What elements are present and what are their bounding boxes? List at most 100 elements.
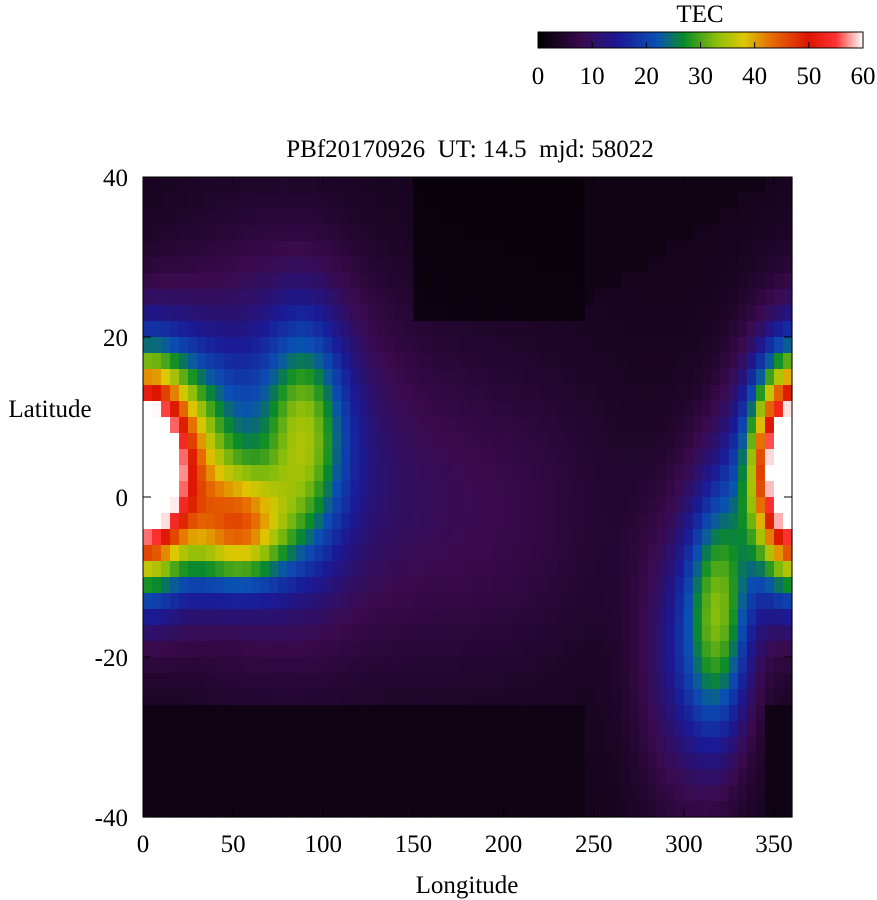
- heatmap-cell: [143, 497, 153, 514]
- heatmap-cell: [359, 769, 369, 786]
- heatmap-cell: [593, 273, 604, 290]
- heatmap-cell: [620, 545, 631, 562]
- heatmap-cell: [584, 721, 595, 738]
- heatmap-cell: [701, 529, 712, 546]
- heatmap-cell: [629, 481, 640, 498]
- heatmap-cell: [638, 417, 649, 434]
- heatmap-cell: [764, 433, 775, 450]
- heatmap-cell: [305, 657, 315, 674]
- heatmap-cell: [458, 449, 469, 466]
- heatmap-cell: [368, 241, 378, 258]
- heatmap-cell: [269, 641, 279, 658]
- heatmap-cell: [179, 193, 189, 210]
- heatmap-cell: [467, 657, 478, 674]
- heatmap-cell: [566, 177, 577, 194]
- heatmap-cell: [161, 545, 171, 562]
- heatmap-cell: [233, 497, 243, 514]
- heatmap-cell: [197, 353, 207, 370]
- heatmap-cell: [782, 657, 793, 674]
- heatmap-cell: [188, 609, 198, 626]
- heatmap-cell: [152, 401, 162, 418]
- heatmap-cell: [620, 593, 631, 610]
- heatmap-cell: [314, 449, 324, 466]
- heatmap-cell: [215, 593, 225, 610]
- heatmap-cell: [368, 545, 378, 562]
- heatmap-cell: [413, 273, 424, 290]
- heatmap-cell: [512, 321, 523, 338]
- heatmap-cell: [305, 785, 315, 802]
- heatmap-cell: [521, 785, 532, 802]
- heatmap-cell: [341, 401, 351, 418]
- heatmap-cell: [431, 417, 442, 434]
- heatmap-cell: [629, 769, 640, 786]
- heatmap-cell: [179, 417, 189, 434]
- heatmap-cell: [620, 657, 631, 674]
- heatmap-cell: [710, 321, 721, 338]
- heatmap-cell: [674, 305, 685, 322]
- heatmap-cell: [773, 769, 784, 786]
- heatmap-cell: [314, 705, 324, 722]
- heatmap-cell: [710, 225, 721, 242]
- heatmap-cells: [143, 177, 793, 818]
- heatmap-cell: [287, 609, 297, 626]
- heatmap-cell: [287, 209, 297, 226]
- heatmap-cell: [467, 257, 478, 274]
- heatmap-cell: [278, 657, 288, 674]
- heatmap-cell: [692, 801, 703, 818]
- heatmap-cell: [638, 241, 649, 258]
- heatmap-cell: [584, 209, 595, 226]
- heatmap-cell: [206, 449, 216, 466]
- heatmap-cell: [638, 721, 649, 738]
- heatmap-cell: [719, 737, 730, 754]
- heatmap-cell: [359, 641, 369, 658]
- heatmap-cell: [233, 481, 243, 498]
- heatmap-cell: [323, 305, 333, 322]
- heatmap-cell: [404, 673, 415, 690]
- heatmap-cell: [440, 337, 451, 354]
- heatmap-cell: [494, 721, 505, 738]
- heatmap-cell: [683, 705, 694, 722]
- heatmap-cell: [530, 257, 541, 274]
- heatmap-cell: [584, 673, 595, 690]
- heatmap-cell: [692, 497, 703, 514]
- heatmap-cell: [179, 225, 189, 242]
- heatmap-cell: [440, 625, 451, 642]
- heatmap-cell: [539, 385, 550, 402]
- heatmap-cell: [485, 673, 496, 690]
- heatmap-cell: [710, 241, 721, 258]
- heatmap-cell: [260, 545, 270, 562]
- heatmap-cell: [602, 529, 613, 546]
- heatmap-cell: [557, 753, 568, 770]
- heatmap-cell: [476, 785, 487, 802]
- heatmap-cell: [251, 193, 261, 210]
- heatmap-cell: [593, 577, 604, 594]
- heatmap-cell: [242, 385, 252, 402]
- heatmap-cell: [503, 465, 514, 482]
- heatmap-cell: [647, 689, 658, 706]
- heatmap-cell: [485, 337, 496, 354]
- heatmap-cell: [233, 385, 243, 402]
- heatmap-cell: [152, 721, 162, 738]
- heatmap-cell: [359, 705, 369, 722]
- heatmap-cell: [584, 705, 595, 722]
- heatmap-cell: [368, 305, 378, 322]
- heatmap-cell: [728, 673, 739, 690]
- heatmap-cell: [242, 737, 252, 754]
- heatmap-cell: [557, 273, 568, 290]
- heatmap-cell: [710, 481, 721, 498]
- heatmap-cell: [737, 433, 748, 450]
- heatmap-cell: [638, 225, 649, 242]
- heatmap-cell: [710, 369, 721, 386]
- heatmap-cell: [476, 193, 487, 210]
- heatmap-cell: [575, 321, 586, 338]
- heatmap-cell: [719, 257, 730, 274]
- heatmap-cell: [710, 417, 721, 434]
- heatmap-cell: [314, 433, 324, 450]
- heatmap-cell: [512, 513, 523, 530]
- heatmap-cell: [710, 433, 721, 450]
- heatmap-cell: [764, 273, 775, 290]
- heatmap-cell: [557, 433, 568, 450]
- heatmap-cell: [566, 641, 577, 658]
- heatmap-cell: [341, 209, 351, 226]
- heatmap-cell: [458, 561, 469, 578]
